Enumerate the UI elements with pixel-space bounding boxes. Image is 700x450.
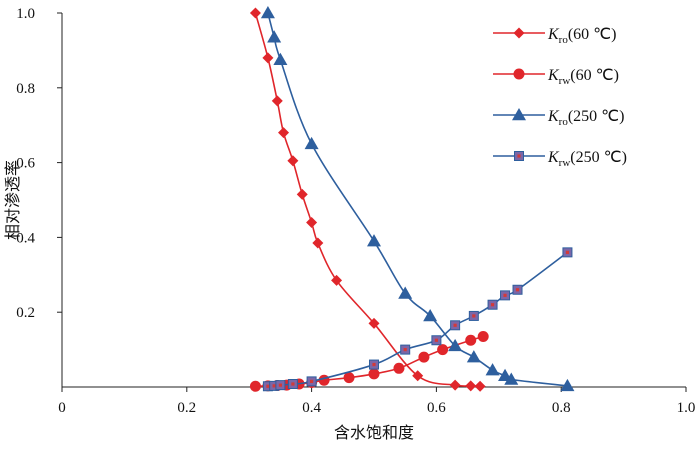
data-point xyxy=(477,331,489,343)
series-2 xyxy=(260,6,575,392)
data-point xyxy=(368,317,380,329)
data-point-center xyxy=(278,383,282,387)
y-tick-label: 1.0 xyxy=(16,6,35,22)
data-point-center xyxy=(453,323,457,327)
data-point-center xyxy=(372,362,376,367)
data-point xyxy=(318,374,330,386)
axes: 0 0.2 0.4 0.6 0.8 1.0 0.2 0.4 0.6 0.8 1.0 xyxy=(16,6,695,416)
legend: Kro(60 ℃) Krw(60 ℃) Kro(250 ℃) Krw(250 ℃) xyxy=(493,26,627,169)
data-point xyxy=(267,30,282,43)
data-point xyxy=(331,274,343,286)
data-point xyxy=(465,380,477,392)
legend-marker xyxy=(513,27,525,39)
legend-marker xyxy=(513,68,525,80)
data-point xyxy=(474,380,486,392)
data-point xyxy=(485,363,500,376)
data-point-center xyxy=(515,288,520,292)
series-3 xyxy=(262,247,573,392)
data-point xyxy=(393,362,405,374)
data-point-center xyxy=(310,379,314,383)
y-tick-label: 0.8 xyxy=(16,81,35,97)
data-point xyxy=(262,52,274,64)
data-point-center xyxy=(472,314,476,318)
legend-item-1: Krw(60 ℃) xyxy=(493,67,619,87)
data-point xyxy=(448,338,463,352)
data-point xyxy=(260,6,275,19)
data-point xyxy=(466,350,481,363)
data-point-center xyxy=(291,382,295,386)
data-point xyxy=(249,7,261,19)
legend-item-0: Kro(60 ℃) xyxy=(493,26,616,46)
data-point xyxy=(343,372,355,384)
legend-marker xyxy=(512,108,526,121)
y-tick-label: 0.2 xyxy=(16,305,35,321)
series-layer xyxy=(249,6,575,392)
data-point xyxy=(560,378,575,392)
x-tick-label: 1.0 xyxy=(677,400,696,416)
data-point xyxy=(368,368,380,380)
series-line xyxy=(267,251,568,388)
legend-item-3: Krw(250 ℃) xyxy=(493,149,627,169)
data-point xyxy=(412,370,424,382)
y-axis-title: 相对渗透率 xyxy=(3,160,22,240)
data-point xyxy=(367,234,381,247)
data-point xyxy=(398,286,413,299)
data-point-center xyxy=(272,384,276,388)
x-tick-label: 0 xyxy=(58,400,66,416)
series-0 xyxy=(249,7,486,392)
series-line xyxy=(267,12,568,387)
legend-label: Krw(60 ℃) xyxy=(547,67,619,87)
x-tick-label: 0.2 xyxy=(177,400,196,416)
data-point xyxy=(465,334,477,346)
data-point xyxy=(504,372,519,385)
data-point xyxy=(437,344,449,356)
data-point xyxy=(449,379,461,391)
data-point xyxy=(423,308,438,322)
legend-label: Kro(250 ℃) xyxy=(547,108,624,128)
data-point xyxy=(287,155,299,167)
data-point-center xyxy=(503,293,507,297)
data-point xyxy=(418,351,430,363)
data-point-center xyxy=(266,384,270,388)
data-point-center xyxy=(434,338,438,342)
legend-label: Kro(60 ℃) xyxy=(547,26,616,46)
data-point xyxy=(296,188,308,200)
legend-marker-center xyxy=(517,154,521,158)
data-point xyxy=(273,52,288,65)
data-point xyxy=(306,216,318,228)
data-point xyxy=(271,95,283,107)
x-tick-label: 0.8 xyxy=(552,400,571,416)
data-point xyxy=(312,237,324,249)
data-point-center xyxy=(490,303,495,307)
y-tick-label: 0.6 xyxy=(16,156,35,172)
legend-item-2: Kro(250 ℃) xyxy=(493,108,624,128)
x-axis-title: 含水饱和度 xyxy=(334,423,414,442)
data-point xyxy=(304,136,319,150)
series-line xyxy=(254,12,481,388)
data-point-center xyxy=(403,348,407,352)
data-point xyxy=(278,127,290,139)
data-point xyxy=(249,380,261,392)
x-tick-label: 0.4 xyxy=(302,400,321,416)
y-tick-label: 0.4 xyxy=(16,230,35,246)
x-tick-label: 0.6 xyxy=(427,400,446,416)
data-point-center xyxy=(565,250,570,254)
legend-label: Krw(250 ℃) xyxy=(547,149,627,169)
